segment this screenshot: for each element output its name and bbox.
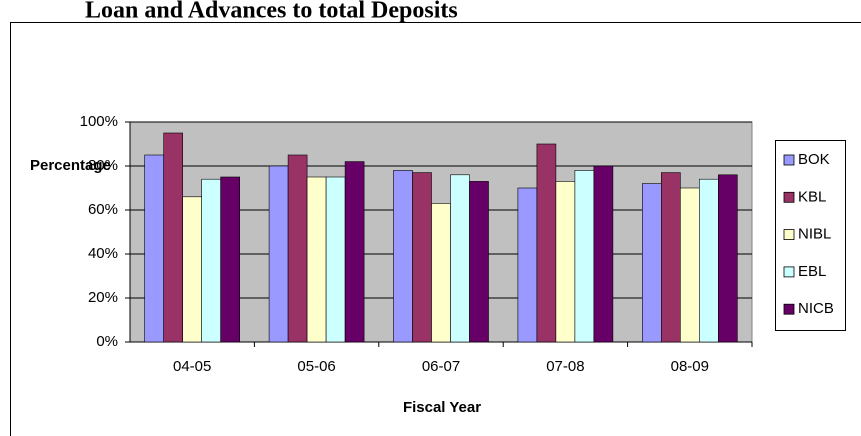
bar: [201, 178, 221, 343]
y-axis-title: Percentage: [30, 157, 111, 174]
x-tick-label: 06-07: [422, 358, 460, 375]
bar: [325, 176, 346, 343]
bar: [679, 187, 700, 343]
x-tick-label: 05-06: [297, 358, 335, 375]
legend-label: NIBL: [798, 226, 831, 243]
y-tick-label: 40%: [88, 245, 118, 262]
bar: [536, 143, 557, 343]
bar: [717, 174, 738, 343]
chart-title: Loan and Advances to total Deposits: [85, 0, 458, 24]
legend-label: NICB: [798, 300, 834, 317]
y-tick-label: 0%: [96, 333, 118, 350]
bar: [393, 170, 413, 343]
x-tick-label: 07-08: [546, 358, 584, 375]
legend-swatch: [783, 154, 795, 166]
legend-swatch: [783, 191, 795, 203]
y-tick-label: 100%: [80, 113, 118, 130]
legend-swatch: [783, 229, 795, 241]
legend-swatch: [783, 303, 795, 315]
bar: [431, 203, 451, 343]
bar: [450, 174, 470, 343]
bar: [469, 181, 489, 343]
x-axis-title: Fiscal Year: [403, 399, 481, 416]
bar: [268, 165, 289, 343]
bar: [306, 176, 327, 343]
y-tick-label: 80%: [88, 157, 118, 174]
legend-label: KBL: [798, 188, 826, 205]
bar: [641, 183, 662, 343]
x-tick-label: 04-05: [173, 358, 211, 375]
bar: [287, 154, 308, 343]
bar: [660, 172, 681, 343]
bar: [182, 196, 202, 343]
bar: [163, 132, 183, 343]
bar: [593, 165, 614, 343]
bar: [344, 161, 365, 343]
x-tick-label: 08-09: [671, 358, 709, 375]
bar: [412, 172, 432, 343]
bar: [220, 176, 240, 343]
bar: [698, 178, 719, 343]
legend-label: BOK: [798, 151, 830, 168]
bar: [574, 170, 595, 343]
y-tick-label: 20%: [88, 289, 118, 306]
y-tick-label: 60%: [88, 201, 118, 218]
legend-swatch: [783, 266, 795, 278]
bar: [144, 154, 164, 343]
legend-label: EBL: [798, 263, 826, 280]
bar: [555, 181, 576, 343]
bar: [517, 187, 538, 343]
